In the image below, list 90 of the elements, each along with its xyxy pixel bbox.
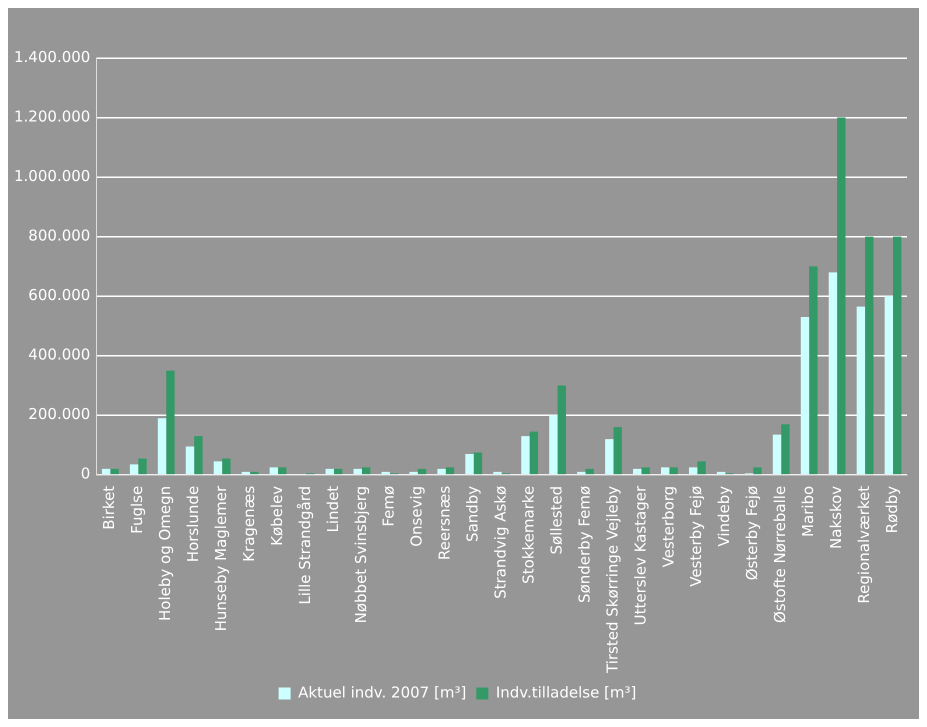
- x-tick-label: Stokkemarke: [520, 486, 538, 584]
- x-tick-label: Søllested: [547, 486, 566, 555]
- bar: [130, 464, 138, 474]
- x-tick-label: Kragenæs: [240, 486, 258, 562]
- bar: [521, 436, 530, 474]
- x-tick-label: Hunseby Maglemer: [212, 484, 230, 632]
- x-tick-label: Utterslev Kastager: [631, 484, 650, 626]
- bar: [166, 370, 175, 474]
- x-tick-label: Købelev: [268, 486, 286, 546]
- bar: [334, 468, 342, 474]
- y-tick-label: 0: [80, 464, 90, 483]
- bar: [772, 434, 782, 474]
- bar: [186, 446, 194, 474]
- x-tick-label: Nakskov: [827, 486, 846, 549]
- bar: [138, 458, 147, 474]
- bar: [158, 418, 166, 474]
- bar: [102, 468, 110, 474]
- bar: [753, 467, 762, 474]
- x-tick-label: Sandby: [464, 486, 482, 542]
- bar: [222, 458, 231, 474]
- x-tick-label: Holeby og Omegn: [156, 486, 174, 621]
- x-tick-label: Horslunde: [184, 486, 202, 562]
- bar: [558, 386, 566, 474]
- bar: [242, 472, 250, 474]
- bar: [697, 461, 706, 474]
- bar: [549, 415, 558, 474]
- bar: [781, 424, 790, 474]
- x-tick-label: Birket: [100, 486, 118, 530]
- x-tick-label: Sønderby Femø: [575, 486, 594, 603]
- bar: [270, 467, 278, 474]
- bar: [214, 461, 222, 474]
- bar: [409, 472, 418, 474]
- x-tick-label: Strandvig Askø: [492, 486, 510, 599]
- bar: [437, 468, 446, 474]
- bar: [586, 468, 594, 474]
- x-tick-label: Rødby: [882, 486, 901, 534]
- y-tick-label: 400.000: [28, 346, 90, 364]
- bar: [418, 468, 426, 474]
- bar: [641, 467, 650, 474]
- bar: [381, 472, 390, 474]
- y-tick-label: 1.200.000: [14, 107, 90, 126]
- bar: [716, 472, 726, 474]
- bar: [884, 296, 894, 474]
- bar: [326, 468, 334, 474]
- bar: [828, 272, 838, 474]
- bar: [362, 467, 370, 474]
- bar: [530, 432, 538, 474]
- bar: [613, 427, 622, 474]
- bar: [865, 236, 874, 474]
- y-tick-label: 800.000: [28, 226, 90, 245]
- bar: [474, 452, 482, 474]
- bar: [633, 468, 642, 474]
- x-tick-label: Lille Strandgård: [296, 486, 314, 605]
- bar: [250, 472, 258, 474]
- x-tick-label: Østerby Fejø: [743, 486, 762, 580]
- bar: [856, 306, 866, 474]
- y-tick-label: 200.000: [28, 405, 90, 424]
- bar: [688, 467, 698, 474]
- x-tick-label: Lindet: [324, 486, 342, 532]
- bar: [809, 266, 818, 474]
- bar: [465, 454, 474, 474]
- y-tick-label: 1.000.000: [14, 166, 90, 185]
- bar: [669, 467, 678, 474]
- legend-label: Aktuel indv. 2007 [m³]: [298, 683, 466, 702]
- x-tick-label: Vindeby: [715, 486, 734, 547]
- bar: [194, 436, 203, 474]
- legend-label: Indv.tilladelse [m³]: [496, 683, 636, 702]
- bar: [605, 439, 614, 474]
- x-tick-label: Vesterby Fejø: [687, 486, 706, 587]
- y-tick-label: 1.400.000: [14, 48, 90, 66]
- x-tick-label: Maribo: [799, 486, 818, 537]
- bar: [837, 118, 846, 474]
- x-tick-label: Femø: [380, 486, 398, 527]
- bar: [446, 467, 454, 474]
- x-tick-label: Reersnæs: [436, 486, 454, 560]
- bar: [278, 467, 286, 474]
- bar: [577, 472, 586, 474]
- x-tick-label: Onsevig: [408, 486, 426, 547]
- bar: [893, 236, 902, 474]
- y-tick-label: 600.000: [28, 286, 90, 304]
- x-tick-label: Vesterborg: [659, 486, 678, 568]
- x-tick-label: Regionalværket: [854, 486, 873, 604]
- x-tick-label: Tirsted Skørringe Vejleby: [603, 486, 622, 674]
- x-tick-label: Fuglse: [128, 486, 146, 534]
- bar: [800, 317, 810, 474]
- bar: [354, 468, 362, 474]
- bar: [110, 468, 119, 474]
- x-tick-label: Nøbbet Svinsbjerg: [352, 486, 370, 624]
- bar: [661, 467, 670, 474]
- x-tick-label: Østofte Nørreballe: [771, 486, 790, 624]
